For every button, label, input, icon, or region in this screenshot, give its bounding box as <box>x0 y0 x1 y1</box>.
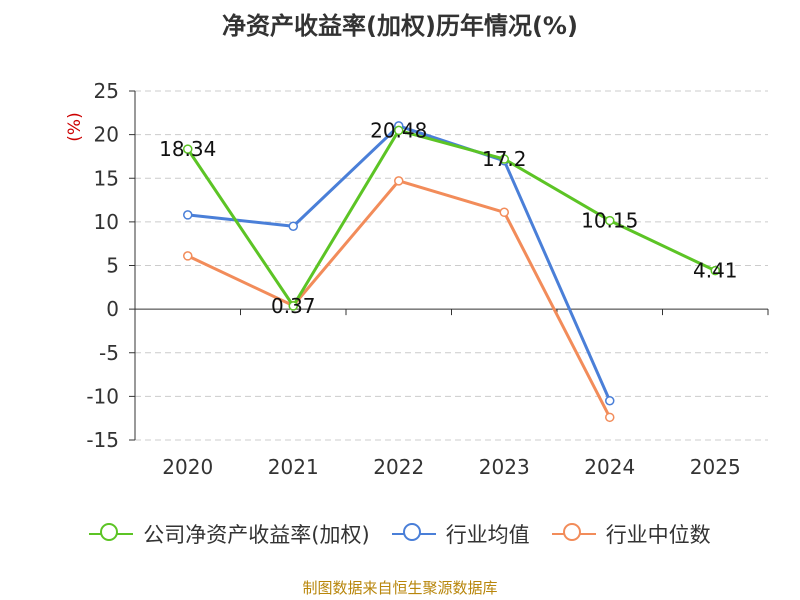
data-point <box>394 176 404 186</box>
data-point <box>288 301 298 311</box>
data-label: 0.37 <box>271 294 316 318</box>
legend-item-industry-mean[interactable]: 行业均值 <box>391 519 530 549</box>
legend: 公司净资产收益率(加权) 行业均值 行业中位数 <box>0 519 800 549</box>
axis-layer: 25 20 15 10 5 0 -5 -10 -15 2020 2021 2022 2023 2024 20… <box>65 79 769 479</box>
data-point <box>288 221 298 231</box>
y-tick-label: -10 <box>86 384 119 408</box>
y-tick-label: -5 <box>99 341 119 365</box>
x-tick-label: 2020 <box>162 455 213 479</box>
data-point <box>710 265 720 276</box>
label-layer: 18.34 0.37 20.48 17.2 10.15 4.41 <box>159 118 737 317</box>
y-tick-label: 15 <box>94 166 119 190</box>
data-label: 20.48 <box>370 118 427 142</box>
data-point <box>183 251 193 261</box>
x-tick-label: 2025 <box>690 455 741 479</box>
data-label: 4.41 <box>693 259 738 283</box>
data-label: 10.15 <box>581 209 638 233</box>
data-label: 17.2 <box>482 147 527 171</box>
y-tick-label: 10 <box>94 210 119 234</box>
legend-label-company: 公司净资产收益率(加权) <box>143 523 370 547</box>
chart-title: 净资产收益率(加权)历年情况(%) <box>222 12 578 40</box>
data-point <box>499 154 509 164</box>
data-label: 18.34 <box>159 137 216 161</box>
data-point <box>183 144 193 154</box>
data-point <box>183 210 193 220</box>
y-tick-label: 0 <box>106 297 119 321</box>
legend-item-company[interactable]: 公司净资产收益率(加权) <box>89 519 370 549</box>
legend-item-industry-median[interactable]: 行业中位数 <box>551 519 711 549</box>
y-tick-label: 5 <box>106 254 119 278</box>
series-line <box>187 124 612 402</box>
legend-marker-industry-median <box>551 522 596 546</box>
data-point <box>605 412 615 423</box>
x-tick-label: 2022 <box>373 455 424 479</box>
series-line <box>186 128 716 308</box>
y-tick-label: 25 <box>94 79 119 103</box>
legend-label-industry-mean: 行业均值 <box>445 523 530 547</box>
data-point <box>499 207 509 218</box>
data-point <box>605 215 615 226</box>
y-tick-label: 20 <box>94 123 119 147</box>
data-point <box>394 125 404 136</box>
x-tick-label: 2023 <box>479 455 530 479</box>
x-tick-label: 2021 <box>268 455 319 479</box>
legend-label-industry-median: 行业中位数 <box>605 523 711 547</box>
y-axis-label: (%) <box>65 112 85 141</box>
data-point <box>605 395 615 406</box>
legend-marker-industry-mean <box>391 522 436 546</box>
series-layer <box>183 121 720 423</box>
legend-marker-company <box>89 522 134 546</box>
source-note: 制图数据来自恒生聚源数据库 <box>302 579 498 597</box>
y-tick-label: -15 <box>86 428 119 452</box>
x-tick-label: 2024 <box>584 455 635 479</box>
series-line <box>187 179 612 419</box>
